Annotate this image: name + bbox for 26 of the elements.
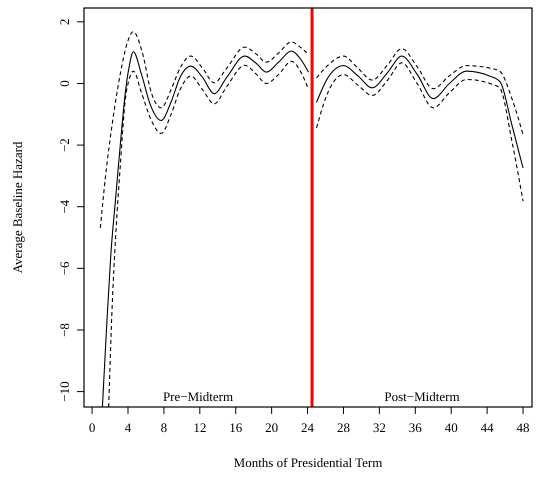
x-tick-label: 32 [372, 420, 386, 435]
x-tick-label: 36 [408, 420, 422, 435]
x-tick-label: 24 [301, 420, 315, 435]
x-tick-label: 20 [265, 420, 278, 435]
x-tick-label: 0 [88, 420, 96, 435]
y-tick-label: 2 [57, 18, 72, 26]
annotation: Post−Midterm [384, 389, 460, 404]
x-tick-label: 12 [193, 420, 206, 435]
line-series [316, 48, 524, 136]
x-tick-label: 44 [480, 420, 494, 435]
y-tick-label: −6 [57, 260, 72, 276]
y-tick-label: −10 [57, 381, 72, 402]
x-tick-label: 16 [229, 420, 243, 435]
x-axis-title: Months of Presidential Term [234, 455, 382, 470]
x-tick-label: 4 [124, 420, 132, 435]
x-tick-label: 8 [160, 420, 168, 435]
line-series [100, 31, 308, 229]
y-axis-title: Average Baseline Hazard [10, 141, 25, 274]
x-tick-label: 40 [444, 420, 458, 435]
y-tick-label: −8 [57, 323, 72, 337]
x-tick-label: 28 [336, 420, 350, 435]
y-tick-label: −2 [57, 138, 72, 152]
y-tick-label: 0 [57, 80, 72, 87]
annotation: Pre−Midterm [162, 389, 234, 404]
y-tick-label: −4 [57, 199, 72, 214]
x-tick-label: 48 [516, 420, 530, 435]
